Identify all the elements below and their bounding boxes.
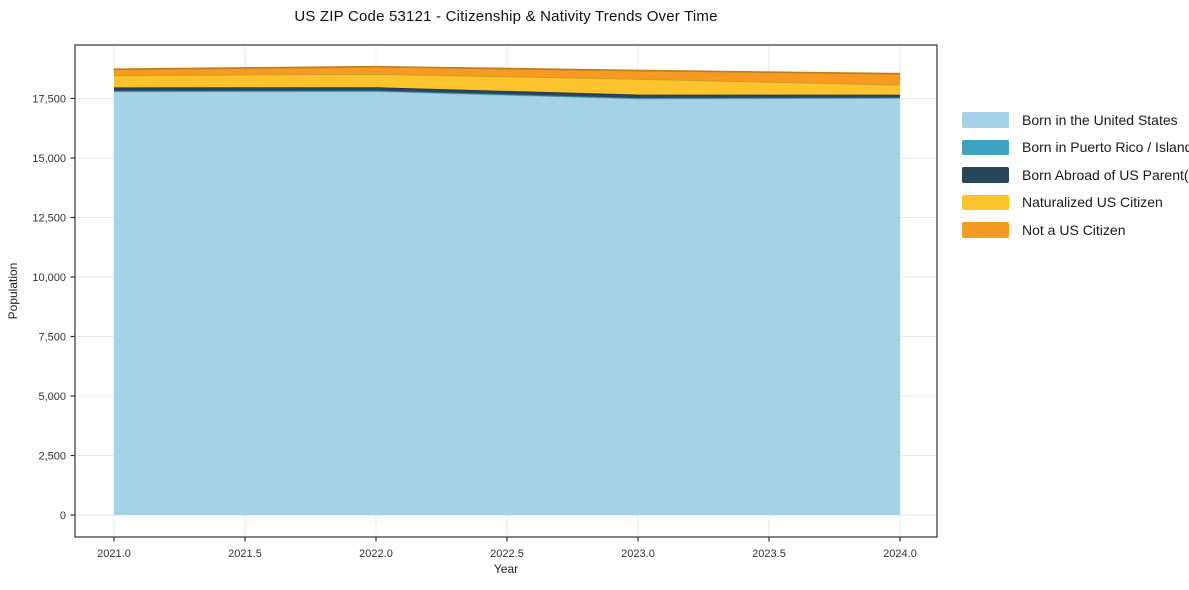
legend-item: Not a US Citizen — [962, 216, 1189, 244]
chart-title: US ZIP Code 53121 - Citizenship & Nativi… — [294, 8, 718, 25]
x-tick-label: 2023.5 — [752, 548, 786, 560]
y-axis-label: Population — [6, 262, 20, 320]
legend-item: Born Abroad of US Parent(s) — [962, 161, 1189, 189]
legend-swatch — [962, 194, 1009, 210]
x-axis-label: Year — [493, 562, 519, 576]
x-tick-label: 2022.0 — [359, 548, 393, 560]
legend-label: Born in the United States — [1022, 111, 1178, 128]
y-tick-label: 2,500 — [38, 451, 66, 463]
legend-label: Not a US Citizen — [1022, 221, 1126, 238]
y-tick-label: 17,500 — [32, 94, 66, 106]
y-tick-label: 7,500 — [38, 332, 66, 344]
x-tick-label: 2021.5 — [228, 548, 262, 560]
y-tick-label: 12,500 — [32, 213, 66, 225]
legend-label: Born Abroad of US Parent(s) — [1022, 166, 1189, 183]
x-tick-label: 2024.0 — [883, 548, 917, 560]
x-tick-label: 2023.0 — [621, 548, 655, 560]
legend-label: Born in Puerto Rico / Islands — [1022, 139, 1189, 156]
legend-swatch — [962, 139, 1009, 155]
legend-swatch — [962, 222, 1009, 238]
legend-item: Born in the United States — [962, 106, 1189, 134]
x-tick-label: 2021.0 — [97, 548, 131, 560]
y-tick-label: 15,000 — [32, 153, 66, 165]
legend: Born in the United States Born in Puerto … — [962, 106, 1189, 244]
y-tick-label: 5,000 — [38, 391, 66, 403]
legend-item: Naturalized US Citizen — [962, 189, 1189, 217]
plot-border — [74, 44, 938, 538]
legend-swatch — [962, 167, 1009, 183]
y-tick-label: 10,000 — [32, 272, 66, 284]
legend-label: Naturalized US Citizen — [1022, 194, 1163, 211]
x-tick-label: 2022.5 — [490, 548, 524, 560]
legend-swatch — [962, 112, 1009, 128]
axis-ticks: 0 2,500 5,000 7,500 10,000 12,500 15,000 17,500… — [32, 94, 916, 561]
y-tick-label: 0 — [60, 510, 66, 522]
legend-item: Born in Puerto Rico / Islands — [962, 134, 1189, 162]
stacked-areas — [113, 65, 901, 515]
